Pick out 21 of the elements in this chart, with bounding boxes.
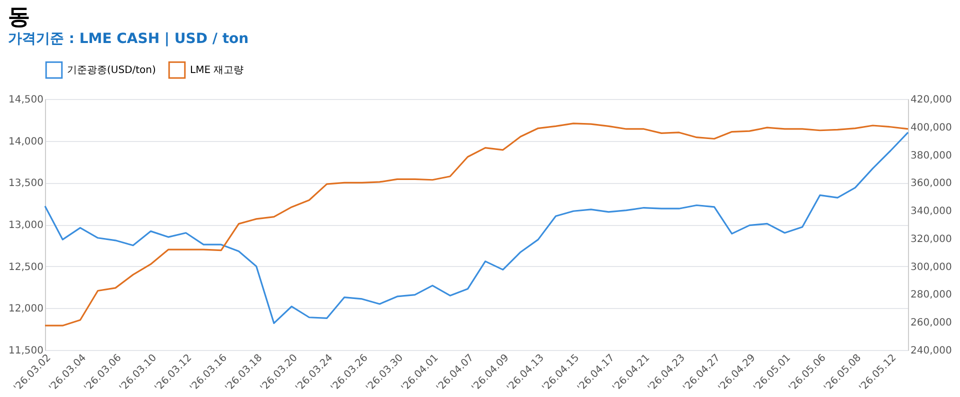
- y2-tick-label: 280,000: [910, 290, 952, 301]
- y2-tick-label: 340,000: [910, 206, 952, 218]
- y-tick-label: 12,000: [8, 304, 44, 315]
- y2-tick-label: 260,000: [910, 318, 952, 329]
- legend-label: LME 재고량: [190, 65, 244, 76]
- y2-tick-label: 400,000: [910, 122, 952, 134]
- y2-tick-label: 300,000: [910, 262, 952, 273]
- y-tick-label: 14,500: [8, 94, 44, 106]
- y-tick-label: 13,500: [8, 178, 44, 190]
- y-tick-label: 12,500: [8, 262, 44, 273]
- y-tick-label: 11,500: [8, 346, 44, 356]
- y2-tick-label: 380,000: [910, 150, 952, 162]
- y-tick-label: 14,000: [8, 136, 44, 148]
- y2-tick-label: 320,000: [910, 234, 952, 245]
- chart-subtitle: 가격기준 : LME CASH | USD / ton: [8, 31, 249, 47]
- y2-tick-label: 240,000: [910, 346, 952, 356]
- y-tick-label: 13,000: [8, 220, 44, 231]
- legend-label: 기준광종(USD/ton): [67, 65, 156, 76]
- chart-title: 동: [8, 5, 30, 30]
- y2-tick-label: 360,000: [910, 178, 952, 190]
- y2-tick-label: 420,000: [910, 94, 952, 106]
